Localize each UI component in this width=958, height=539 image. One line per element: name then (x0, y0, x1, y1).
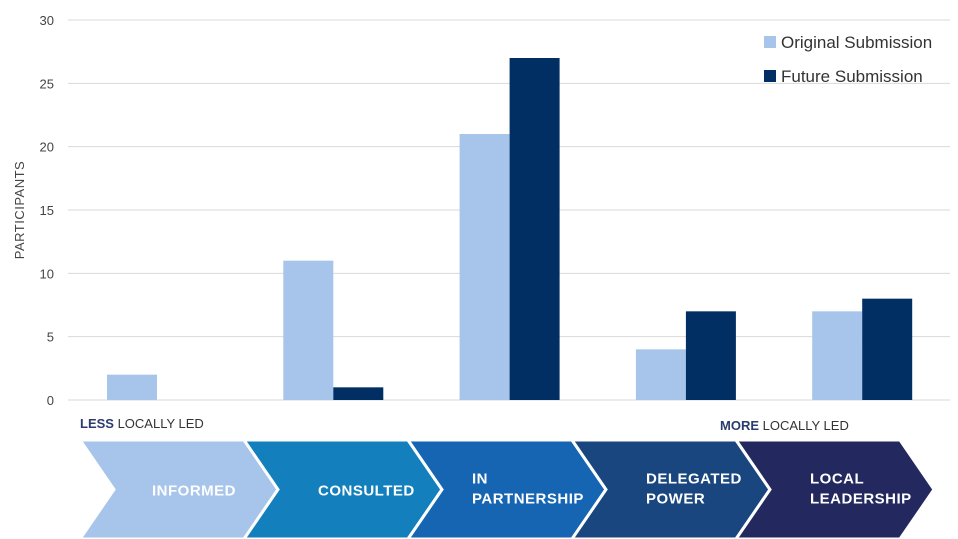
y-tick-label-0: 0 (47, 393, 54, 408)
y-tick-label-20: 20 (40, 140, 54, 155)
bar-future-2 (333, 387, 384, 400)
bar-future-4 (685, 311, 736, 400)
category-label-5-line-1: LOCAL (810, 471, 864, 488)
category-label-3: IN PARTNERSHIP (472, 471, 584, 508)
bar-original-4 (635, 349, 686, 400)
category-label-2: CONSULTED (318, 483, 415, 500)
y-tick-label-10: 10 (40, 266, 54, 281)
y-axis-label: PARTICIPANTS (12, 161, 27, 259)
category-label-1: INFORMED (152, 483, 236, 500)
legend-label-2: Future Submission (781, 67, 923, 86)
scale-label-less-rest: LOCALLY LED (114, 416, 204, 431)
category-label-5: LOCAL LEADERSHIP (810, 471, 912, 508)
bars (107, 58, 913, 400)
scale-label-more: MORE LOCALLY LED (720, 418, 849, 433)
bar-future-5 (862, 298, 913, 400)
legend: Original Submission Future Submission (764, 33, 932, 86)
category-label-4-line-1: DELEGATED (646, 471, 742, 488)
legend-swatch-2 (764, 70, 776, 82)
scale-label-less-bold: LESS (80, 416, 114, 431)
category-label-2-line-1: CONSULTED (318, 483, 415, 500)
y-tick-label-5: 5 (47, 330, 54, 345)
category-label-1-line-1: INFORMED (152, 483, 236, 500)
legend-swatch-1 (764, 36, 776, 48)
bar-original-1 (107, 374, 157, 400)
y-axis-ticks: 0 5 10 15 20 25 30 (40, 13, 54, 408)
y-tick-label-30: 30 (40, 13, 54, 28)
bar-original-5 (812, 311, 863, 400)
category-label-5-line-2: LEADERSHIP (810, 491, 912, 508)
category-label-4: DELEGATED POWER (646, 471, 742, 508)
chevron-5 (733, 438, 936, 539)
category-label-3-line-1: IN (472, 471, 488, 488)
y-tick-label-25: 25 (40, 76, 54, 91)
y-tick-label-15: 15 (40, 203, 54, 218)
bar-future-3 (509, 58, 560, 400)
scale-label-more-rest: LOCALLY LED (759, 418, 849, 433)
scale-label-more-bold: MORE (720, 418, 759, 433)
category-label-3-line-2: PARTNERSHIP (472, 491, 584, 508)
category-chevrons: INFORMED CONSULTED IN PARTNERSHIP DELEGATED P… (77, 438, 936, 539)
scale-label-less: LESS LOCALLY LED (80, 416, 204, 431)
category-label-4-line-2: POWER (646, 491, 705, 508)
legend-label-1: Original Submission (781, 33, 932, 52)
bar-original-2 (283, 260, 334, 400)
bar-original-3 (459, 134, 510, 400)
